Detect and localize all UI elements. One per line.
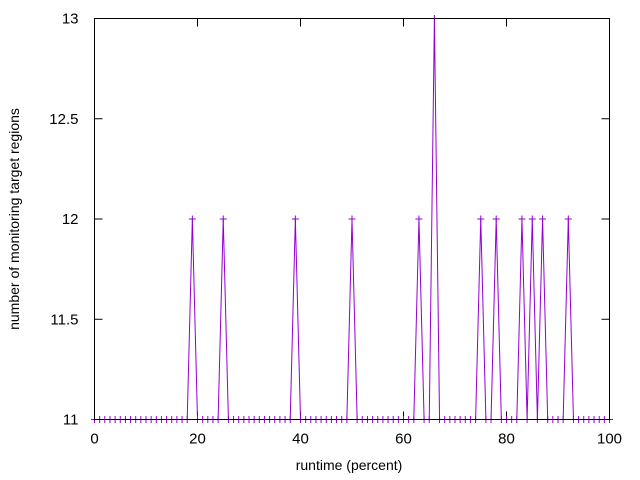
plot-frame (94, 18, 610, 420)
data-point (528, 215, 536, 223)
x-tick-label: 100 (597, 431, 622, 448)
data-point (348, 215, 356, 223)
x-axis-title: runtime (percent) (296, 457, 403, 473)
y-tick-label: 12.5 (49, 111, 78, 128)
y-tick-label: 13 (62, 11, 79, 28)
y-tick-label: 12 (62, 211, 79, 228)
data-point (219, 215, 227, 223)
x-tick-label: 0 (90, 431, 98, 448)
data-point (492, 215, 500, 223)
y-tick-label: 11 (63, 412, 79, 429)
y-tick-label: 11.5 (50, 311, 78, 328)
x-tick-label: 40 (292, 431, 309, 448)
data-point (564, 215, 572, 223)
data-point (291, 215, 299, 223)
data-point (188, 215, 196, 223)
data-point (415, 215, 423, 223)
x-tick-label: 60 (395, 431, 412, 448)
data-point (539, 215, 547, 223)
x-tick-label: 80 (498, 431, 515, 448)
data-point (518, 215, 526, 223)
x-tick-label: 20 (189, 431, 206, 448)
data-point (477, 215, 485, 223)
tick-labels: 0 20 40 60 80 100 11 11.5 12 12.5 13 (49, 11, 622, 448)
y-axis-title: number of monitoring target regions (6, 108, 22, 330)
